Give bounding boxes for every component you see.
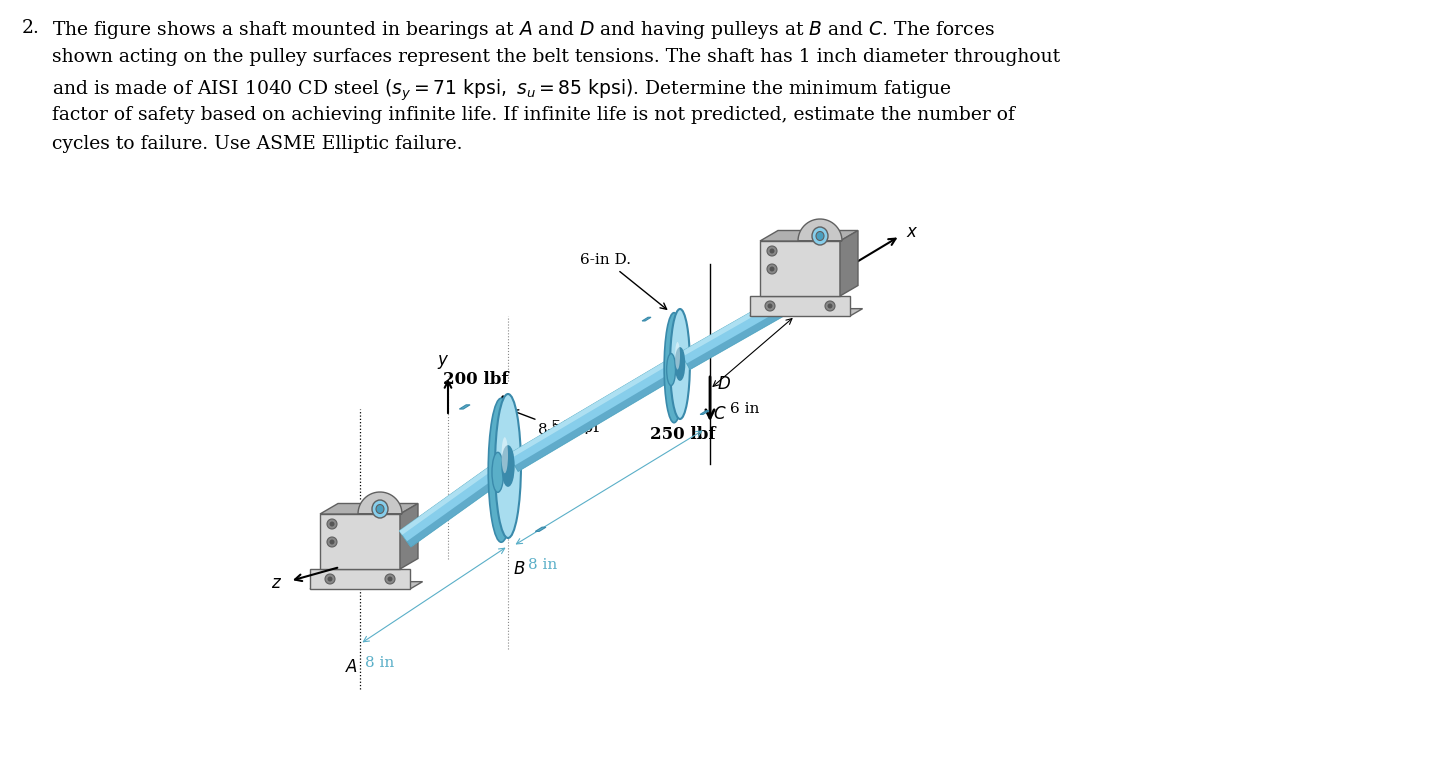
Text: shown acting on the pulley surfaces represent the belt tensions. The shaft has 1: shown acting on the pulley surfaces repr…: [52, 48, 1060, 66]
Circle shape: [767, 246, 777, 256]
Ellipse shape: [664, 312, 684, 422]
Polygon shape: [749, 309, 862, 316]
Ellipse shape: [503, 446, 514, 486]
Polygon shape: [399, 461, 500, 535]
Circle shape: [326, 519, 336, 529]
Text: 8 in: 8 in: [529, 558, 557, 572]
Polygon shape: [358, 492, 401, 514]
Polygon shape: [749, 296, 851, 316]
Circle shape: [770, 248, 774, 254]
Text: 50lbf: 50lbf: [762, 297, 812, 314]
Polygon shape: [508, 358, 680, 471]
Ellipse shape: [816, 231, 825, 241]
Circle shape: [328, 577, 332, 581]
Polygon shape: [799, 219, 842, 241]
Polygon shape: [760, 241, 840, 296]
Ellipse shape: [670, 309, 690, 419]
Ellipse shape: [375, 504, 384, 513]
Polygon shape: [686, 306, 790, 370]
Ellipse shape: [495, 394, 521, 538]
Polygon shape: [700, 411, 709, 414]
Text: $x$: $x$: [905, 224, 918, 241]
Ellipse shape: [501, 437, 508, 473]
Polygon shape: [310, 569, 410, 589]
Text: $A$: $A$: [345, 659, 358, 676]
Polygon shape: [760, 231, 858, 241]
Circle shape: [386, 574, 396, 584]
Text: $C$: $C$: [713, 406, 726, 423]
Polygon shape: [536, 527, 546, 532]
Text: cycles to failure. Use ASME Elliptic failure.: cycles to failure. Use ASME Elliptic fai…: [52, 135, 462, 153]
Text: 2.: 2.: [22, 19, 40, 37]
Circle shape: [768, 303, 773, 309]
Text: 8-in D.: 8-in D.: [513, 410, 589, 437]
Ellipse shape: [667, 354, 676, 386]
Text: 50 lbf: 50 lbf: [552, 419, 599, 436]
Ellipse shape: [676, 348, 684, 380]
Text: 250 lbf: 250 lbf: [650, 426, 715, 443]
Polygon shape: [459, 405, 471, 409]
Text: $B$: $B$: [513, 561, 526, 578]
Circle shape: [326, 537, 336, 547]
Polygon shape: [321, 514, 400, 569]
Polygon shape: [399, 461, 508, 547]
Polygon shape: [508, 358, 673, 458]
Polygon shape: [680, 296, 790, 370]
Circle shape: [765, 301, 775, 311]
Polygon shape: [840, 231, 858, 296]
Ellipse shape: [492, 452, 504, 492]
Circle shape: [770, 267, 774, 271]
Polygon shape: [514, 370, 680, 471]
Ellipse shape: [373, 500, 388, 518]
Circle shape: [329, 539, 335, 545]
Polygon shape: [680, 296, 783, 357]
Polygon shape: [643, 317, 651, 321]
Ellipse shape: [674, 342, 680, 370]
Circle shape: [325, 574, 335, 584]
Circle shape: [767, 264, 777, 274]
Text: 6 in: 6 in: [731, 402, 760, 416]
Ellipse shape: [812, 227, 827, 245]
Text: $D$: $D$: [718, 375, 731, 393]
Ellipse shape: [488, 398, 514, 542]
Text: $y$: $y$: [436, 353, 449, 371]
Text: factor of safety based on achieving infinite life. If infinite life is not predi: factor of safety based on achieving infi…: [52, 106, 1015, 124]
Circle shape: [827, 303, 833, 309]
Polygon shape: [407, 471, 508, 547]
Circle shape: [825, 301, 835, 311]
Polygon shape: [400, 503, 417, 569]
Polygon shape: [310, 581, 423, 589]
Text: 6-in D.: 6-in D.: [580, 253, 667, 309]
Circle shape: [329, 522, 335, 526]
Polygon shape: [321, 503, 417, 514]
Text: and is made of AISI 1040 CD steel $(s_y = 71\ \mathrm{kpsi},\ s_u = 85\ \mathrm{: and is made of AISI 1040 CD steel $(s_y …: [52, 77, 952, 102]
Text: The figure shows a shaft mounted in bearings at $\mathit{A}$ and $\mathit{D}$ an: The figure shows a shaft mounted in bear…: [52, 19, 995, 41]
Circle shape: [387, 577, 393, 581]
Text: $z$: $z$: [271, 575, 282, 591]
Text: 8 in: 8 in: [365, 656, 394, 670]
Text: 200 lbf: 200 lbf: [443, 371, 508, 388]
